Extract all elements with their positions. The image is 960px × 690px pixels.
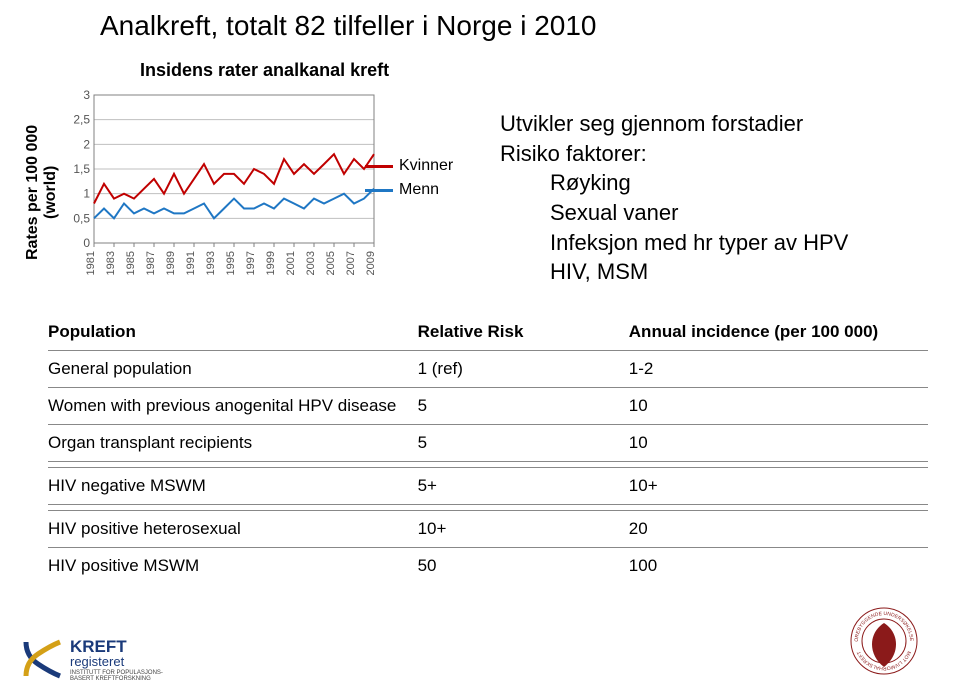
cell-rr: 5 bbox=[418, 388, 629, 425]
svg-text:2007: 2007 bbox=[345, 251, 357, 275]
bullet-list: Utvikler seg gjennom forstadier Risiko f… bbox=[500, 109, 848, 287]
svg-text:1985: 1985 bbox=[125, 251, 137, 275]
svg-text:1987: 1987 bbox=[145, 251, 157, 275]
svg-text:2001: 2001 bbox=[285, 251, 297, 275]
svg-text:1983: 1983 bbox=[105, 251, 117, 275]
table-row: General population1 (ref)1-2 bbox=[48, 351, 928, 388]
cell-rr: 10+ bbox=[418, 511, 629, 548]
svg-text:2005: 2005 bbox=[325, 251, 337, 275]
legend-label-kvinner: Kvinner bbox=[399, 157, 453, 175]
cell-incidence: 1-2 bbox=[629, 351, 928, 388]
svg-text:1,5: 1,5 bbox=[73, 162, 90, 176]
cell-population: General population bbox=[48, 351, 418, 388]
cell-population: HIV negative MSWM bbox=[48, 468, 418, 505]
svg-text:1999: 1999 bbox=[265, 251, 277, 275]
table-row: HIV negative MSWM5+10+ bbox=[48, 468, 928, 505]
bullet-2: Risiko faktorer: bbox=[500, 139, 848, 169]
page-title: Analkreft, totalt 82 tilfeller i Norge i… bbox=[100, 10, 940, 42]
cell-incidence: 10 bbox=[629, 425, 928, 462]
svg-text:3: 3 bbox=[83, 89, 90, 102]
cell-incidence: 10 bbox=[629, 388, 928, 425]
kreft-logo-sub: registeret bbox=[70, 654, 163, 669]
legend-swatch-menn bbox=[365, 189, 393, 192]
bullet-1: Utvikler seg gjennom forstadier bbox=[500, 109, 848, 139]
table-row: HIV positive MSWM50100 bbox=[48, 548, 928, 585]
legend-kvinner: Kvinner bbox=[365, 157, 453, 175]
cell-incidence: 20 bbox=[629, 511, 928, 548]
right-logo: FOREBYGGENDE UNDERSØKELSER MOT LIVMORHAL… bbox=[848, 605, 920, 682]
legend-label-menn: Menn bbox=[399, 181, 439, 199]
table-header-row: Population Relative Risk Annual incidenc… bbox=[48, 314, 928, 351]
svg-text:1995: 1995 bbox=[225, 251, 237, 275]
chart-row: Rates per 100 000 (world) 0 0,5 1 1,5 2 2,5 3 1… bbox=[20, 89, 940, 294]
cell-population: Women with previous anogenital HPV disea… bbox=[48, 388, 418, 425]
legend-menn: Menn bbox=[365, 181, 453, 199]
cell-rr: 1 (ref) bbox=[418, 351, 629, 388]
svg-text:1993: 1993 bbox=[205, 251, 217, 275]
legend-swatch-kvinner bbox=[365, 165, 393, 168]
svg-text:1: 1 bbox=[83, 187, 90, 201]
y-axis-label: Rates per 100 000 (world) bbox=[20, 107, 60, 277]
svg-text:0: 0 bbox=[83, 236, 90, 250]
table-row: Organ transplant recipients510 bbox=[48, 425, 928, 462]
cell-population: HIV positive MSWM bbox=[48, 548, 418, 585]
right-logo-icon: FOREBYGGENDE UNDERSØKELSER MOT LIVMORHAL… bbox=[848, 605, 920, 677]
svg-text:2,5: 2,5 bbox=[73, 113, 90, 127]
table-row: HIV positive heterosexual10+20 bbox=[48, 511, 928, 548]
svg-text:0,5: 0,5 bbox=[73, 211, 90, 225]
col-incidence: Annual incidence (per 100 000) bbox=[629, 314, 928, 351]
chart-title: Insidens rater analkanal kreft bbox=[140, 60, 940, 81]
cell-rr: 5 bbox=[418, 425, 629, 462]
svg-text:2: 2 bbox=[83, 137, 90, 151]
bullet-5: Infeksjon med hr typer av HPV bbox=[550, 228, 848, 258]
chart-legend: Kvinner Menn bbox=[365, 157, 453, 205]
cell-population: Organ transplant recipients bbox=[48, 425, 418, 462]
svg-text:1989: 1989 bbox=[165, 251, 177, 275]
bullet-3: Røyking bbox=[550, 168, 848, 198]
risk-table: Population Relative Risk Annual incidenc… bbox=[48, 314, 928, 584]
chart-wrap: 0 0,5 1 1,5 2 2,5 3 1981 1983 1985 1987 1989 1991 199… bbox=[60, 89, 380, 294]
svg-text:1997: 1997 bbox=[245, 251, 257, 275]
svg-text:1981: 1981 bbox=[85, 251, 97, 275]
table-body: General population1 (ref)1-2Women with p… bbox=[48, 351, 928, 585]
svg-text:2003: 2003 bbox=[305, 251, 317, 275]
kreft-logo-icon bbox=[20, 636, 66, 682]
cell-rr: 50 bbox=[418, 548, 629, 585]
col-relative-risk: Relative Risk bbox=[418, 314, 629, 351]
incidence-chart: 0 0,5 1 1,5 2 2,5 3 1981 1983 1985 1987 1989 1991 199… bbox=[60, 89, 380, 289]
cell-rr: 5+ bbox=[418, 468, 629, 505]
svg-text:2009: 2009 bbox=[365, 251, 377, 275]
cell-population: HIV positive heterosexual bbox=[48, 511, 418, 548]
cell-incidence: 10+ bbox=[629, 468, 928, 505]
bullet-6: HIV, MSM bbox=[550, 257, 848, 287]
col-population: Population bbox=[48, 314, 418, 351]
bullet-4: Sexual vaner bbox=[550, 198, 848, 228]
kreft-logo: KREFT registeret INSTITUTT FOR POPULASJO… bbox=[20, 636, 163, 682]
table-row: Women with previous anogenital HPV disea… bbox=[48, 388, 928, 425]
cell-incidence: 100 bbox=[629, 548, 928, 585]
kreft-logo-small: INSTITUTT FOR POPULASJONS- BASERT KREFTF… bbox=[70, 670, 163, 682]
svg-text:1991: 1991 bbox=[185, 251, 197, 275]
